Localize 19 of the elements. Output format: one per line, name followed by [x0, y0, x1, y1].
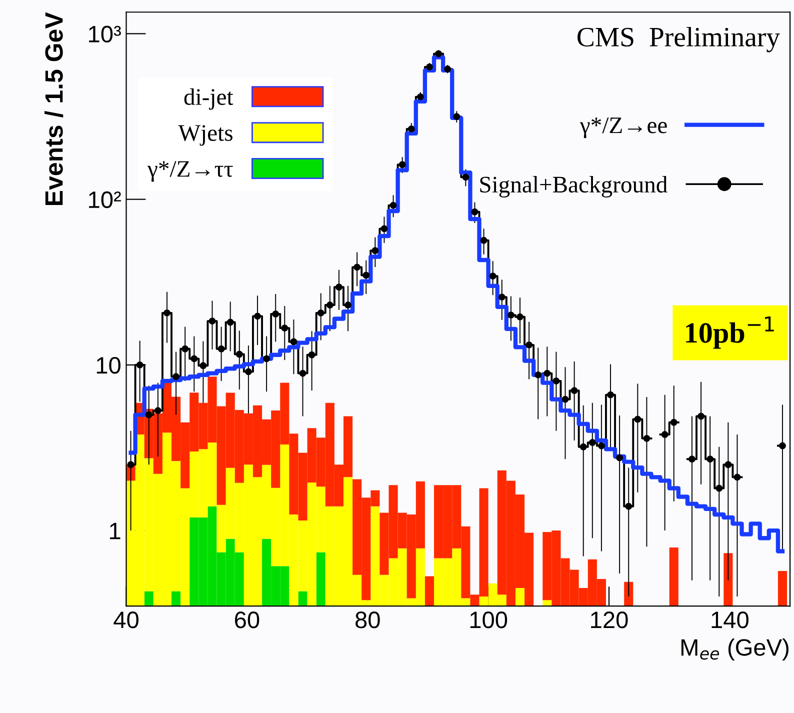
x-tick-label: 40: [114, 612, 138, 628]
legend-label: γ*/Z→ee: [580, 117, 667, 138]
y-axis-title: Events / 1.5 GeV: [44, 12, 64, 205]
x-tick-label: 60: [235, 612, 260, 628]
x-tick-label: 100: [470, 612, 508, 628]
legend-label: γ*/Z→ττ: [147, 161, 233, 182]
y-tick-label: 10³: [89, 26, 121, 42]
legend-label: di-jet: [184, 88, 234, 110]
legend-label: Wjets: [178, 125, 232, 146]
annotation: 10pb$^{−1}$: [686, 316, 774, 349]
annotation: CMS Preliminary: [578, 26, 780, 52]
x-axis-title: M$_{ee}$ (GeV): [681, 638, 788, 660]
y-tick-label: 10: [96, 357, 120, 374]
x-tick-label: 80: [356, 612, 380, 628]
legend-label: Signal+Background: [480, 176, 668, 198]
y-tick-label: 10²: [89, 191, 121, 208]
y-tick-label: 1: [110, 522, 120, 540]
x-tick-label: 140: [712, 612, 748, 628]
x-tick-label: 120: [591, 612, 628, 628]
